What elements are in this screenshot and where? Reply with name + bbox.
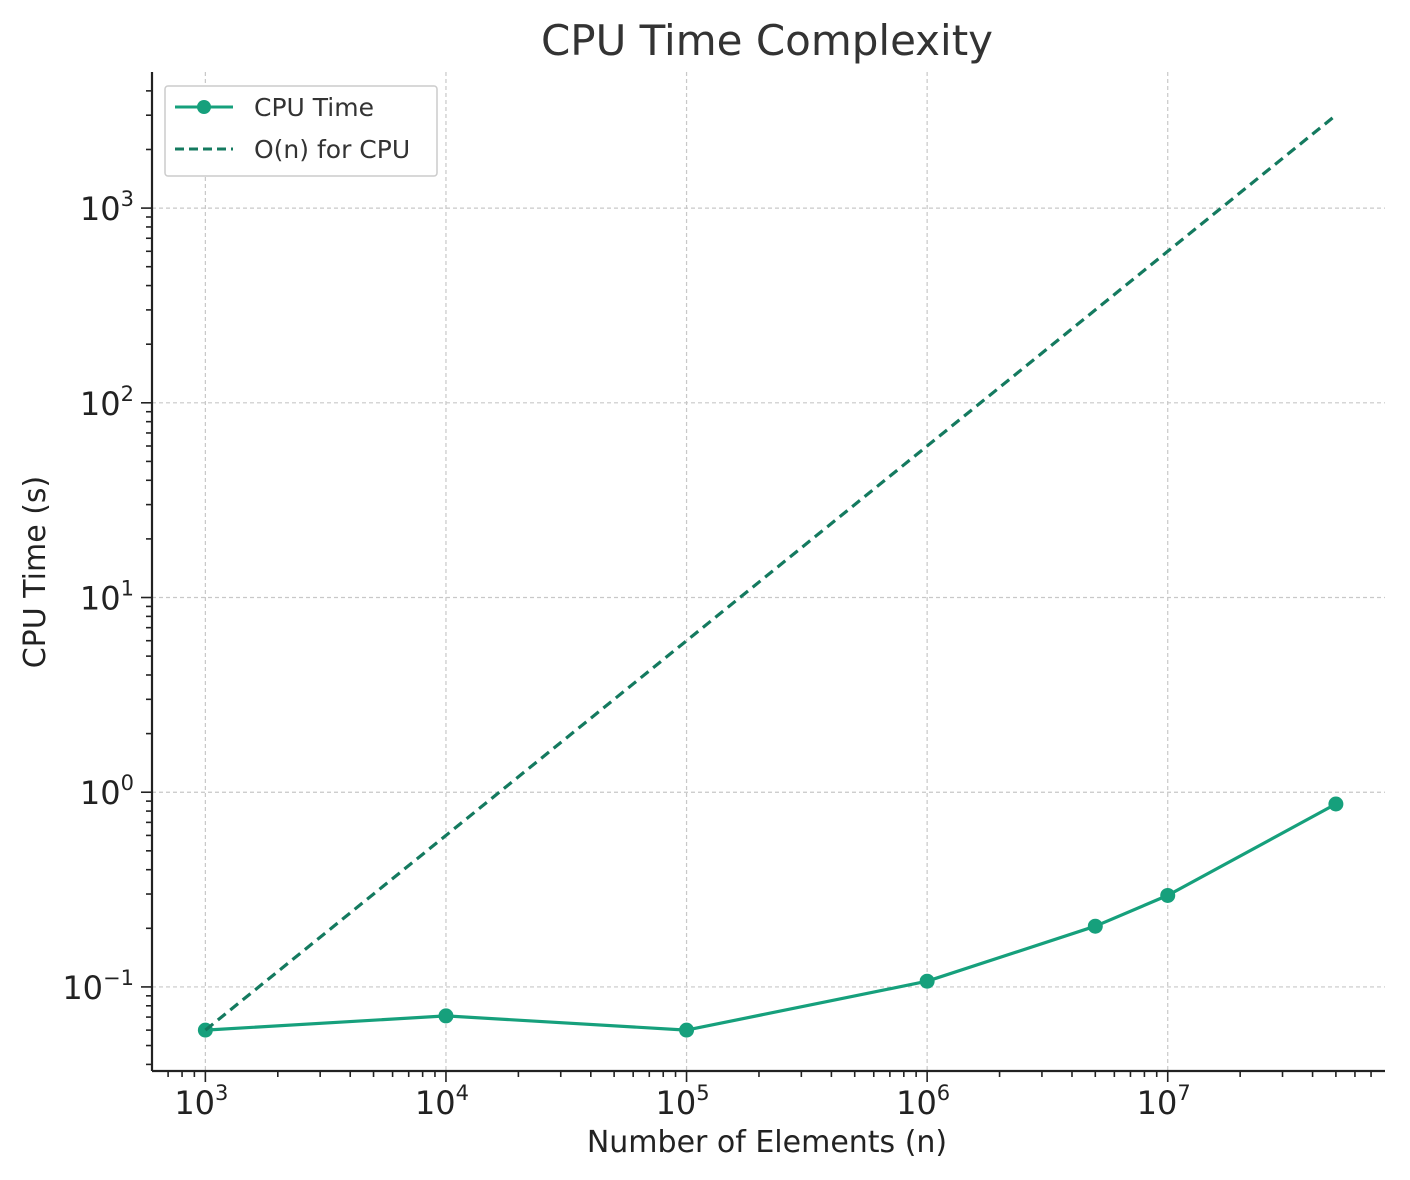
x-axis-label: Number of Elements (n) <box>587 1125 947 1160</box>
o-n-reference-line <box>204 113 1337 1032</box>
legend-label-o-n: O(n) for CPU <box>254 135 410 164</box>
cpu-time-line <box>205 802 1337 1032</box>
x-tick-label: 106 <box>896 1081 950 1122</box>
y-tick-label: 102 <box>80 382 134 423</box>
legend-marker-cpu-time <box>197 100 211 114</box>
y-tick-label: 10−1 <box>62 966 134 1007</box>
grid-lines <box>152 72 1385 1071</box>
x-tick-label: 103 <box>174 1081 228 1122</box>
y-tick-label: 100 <box>80 771 134 812</box>
y-tick-label: 103 <box>80 187 134 228</box>
cpu-time-point <box>1160 887 1176 903</box>
axis-ticks: 103 104 105 106 107 10−1 100 101 102 103 <box>62 90 1372 1122</box>
cpu-time-point <box>1328 796 1344 812</box>
x-tick-label: 105 <box>656 1081 710 1122</box>
data-series <box>197 113 1344 1038</box>
legend-label-cpu-time: CPU Time <box>254 93 374 122</box>
cpu-time-point <box>1087 918 1103 934</box>
cpu-time-point <box>679 1022 695 1038</box>
cpu-time-point <box>438 1008 454 1024</box>
x-tick-label: 107 <box>1137 1081 1191 1122</box>
cpu-time-point <box>919 973 935 989</box>
axes <box>150 72 1385 1073</box>
chart-title: CPU Time Complexity <box>541 16 993 65</box>
y-axis-label: CPU Time (s) <box>18 476 53 669</box>
x-tick-label: 104 <box>415 1081 469 1122</box>
legend: CPU Time O(n) for CPU <box>164 85 438 177</box>
y-tick-label: 101 <box>80 577 134 618</box>
